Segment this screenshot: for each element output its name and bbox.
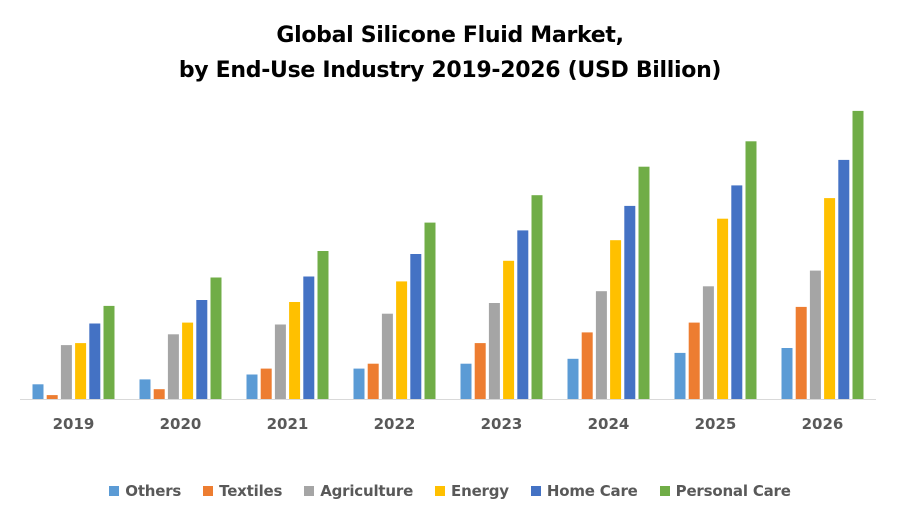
bar-agriculture-2026 bbox=[809, 270, 821, 399]
bar-textiles-2024 bbox=[581, 332, 593, 399]
legend-label: Agriculture bbox=[320, 482, 414, 500]
x-tick-label: 2021 bbox=[267, 415, 309, 433]
bar-personal-care-2023 bbox=[531, 195, 543, 399]
bar-others-2019 bbox=[32, 384, 44, 399]
legend-swatch bbox=[530, 486, 541, 496]
x-tick-label: 2025 bbox=[695, 415, 737, 433]
bar-personal-care-2022 bbox=[424, 222, 436, 399]
bars-group bbox=[32, 110, 864, 400]
bar-home-care-2021 bbox=[303, 276, 315, 399]
bar-agriculture-2021 bbox=[274, 324, 286, 399]
bar-personal-care-2021 bbox=[317, 251, 329, 399]
x-tick-label: 2022 bbox=[374, 415, 416, 433]
bar-home-care-2025 bbox=[731, 185, 743, 399]
bar-energy-2024 bbox=[610, 240, 622, 399]
bar-energy-2021 bbox=[289, 302, 301, 399]
bar-textiles-2025 bbox=[688, 322, 700, 399]
bar-personal-care-2026 bbox=[852, 110, 864, 400]
legend-label: Textiles bbox=[219, 482, 283, 500]
chart-title-line-1: Global Silicone Fluid Market, bbox=[276, 23, 624, 48]
bar-others-2026 bbox=[781, 348, 793, 399]
x-tick-labels: 2019 2020 2021 2022 2023 2024 2025 2026 bbox=[53, 415, 844, 433]
legend-swatch bbox=[304, 486, 315, 496]
bar-home-care-2024 bbox=[624, 205, 636, 399]
bar-home-care-2019 bbox=[89, 323, 101, 399]
legend-item-home-care: Home Care bbox=[530, 482, 638, 500]
legend-label: Others bbox=[125, 482, 182, 500]
bar-agriculture-2019 bbox=[60, 345, 72, 399]
bar-personal-care-2019 bbox=[103, 305, 115, 399]
bar-textiles-2020 bbox=[153, 389, 165, 399]
bar-energy-2026 bbox=[824, 198, 836, 399]
bar-energy-2022 bbox=[396, 281, 408, 399]
x-tick-label: 2024 bbox=[588, 415, 630, 433]
legend-swatch bbox=[203, 486, 214, 496]
bar-energy-2019 bbox=[75, 343, 87, 399]
legend-label: Home Care bbox=[546, 482, 638, 500]
bar-textiles-2019 bbox=[46, 395, 58, 399]
x-tick-label: 2023 bbox=[481, 415, 523, 433]
legend-swatch bbox=[659, 486, 670, 496]
bar-personal-care-2024 bbox=[638, 166, 650, 399]
bar-others-2023 bbox=[460, 363, 472, 399]
bar-energy-2025 bbox=[717, 218, 729, 399]
bar-textiles-2026 bbox=[795, 306, 807, 399]
legend: Others Textiles Agriculture Energy Home Care… bbox=[0, 482, 900, 500]
x-tick-label: 2026 bbox=[802, 415, 844, 433]
bar-others-2024 bbox=[567, 358, 579, 399]
legend-item-others: Others bbox=[109, 482, 181, 500]
bar-others-2022 bbox=[353, 368, 365, 399]
bar-home-care-2026 bbox=[838, 159, 850, 399]
bar-agriculture-2023 bbox=[488, 303, 500, 399]
legend-swatch bbox=[435, 486, 446, 496]
legend-item-energy: Energy bbox=[435, 482, 509, 500]
bar-personal-care-2025 bbox=[745, 141, 757, 400]
x-tick-label: 2019 bbox=[53, 415, 95, 433]
bar-others-2025 bbox=[674, 352, 686, 399]
bar-chart: 2019 2020 2021 2022 2023 2024 2025 2026 bbox=[20, 110, 876, 433]
bar-agriculture-2020 bbox=[167, 334, 179, 399]
legend-item-agriculture: Agriculture bbox=[304, 482, 413, 500]
bar-textiles-2023 bbox=[474, 343, 486, 399]
legend-item-personal-care: Personal Care bbox=[659, 482, 791, 500]
bar-agriculture-2022 bbox=[381, 313, 393, 399]
chart-title: Global Silicone Fluid Market, by End-Use… bbox=[0, 18, 900, 88]
bar-home-care-2023 bbox=[517, 230, 529, 399]
bar-energy-2020 bbox=[182, 322, 194, 399]
bar-home-care-2020 bbox=[196, 300, 208, 399]
legend-swatch bbox=[109, 486, 120, 496]
legend-label: Personal Care bbox=[675, 482, 791, 500]
bar-personal-care-2020 bbox=[210, 277, 222, 399]
bar-textiles-2022 bbox=[367, 363, 379, 399]
bar-agriculture-2024 bbox=[595, 291, 607, 399]
x-tick-label: 2020 bbox=[160, 415, 202, 433]
bar-agriculture-2025 bbox=[702, 286, 714, 399]
bar-others-2020 bbox=[139, 379, 151, 399]
legend-label: Energy bbox=[451, 482, 509, 500]
bar-others-2021 bbox=[246, 374, 258, 399]
legend-item-textiles: Textiles bbox=[203, 482, 282, 500]
bar-energy-2023 bbox=[503, 260, 515, 399]
chart-subtitle: by End-Use Industry 2019-2026 (USD Billi… bbox=[178, 58, 722, 83]
bar-home-care-2022 bbox=[410, 254, 422, 399]
bar-textiles-2021 bbox=[260, 368, 272, 399]
